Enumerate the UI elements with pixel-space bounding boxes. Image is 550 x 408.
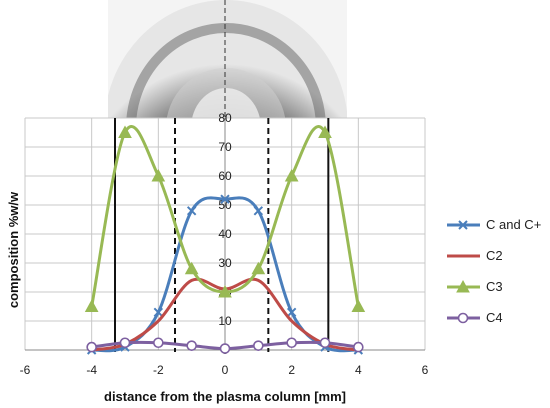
legend-marker xyxy=(457,312,469,324)
data-point xyxy=(86,341,97,353)
x-tick-label: -6 xyxy=(20,363,31,377)
legend-label: C and C+ xyxy=(486,217,541,232)
data-point xyxy=(186,340,197,351)
data-point xyxy=(219,343,231,354)
data-point xyxy=(251,261,266,275)
data-point xyxy=(119,337,131,349)
chart-series xyxy=(84,124,366,355)
data-point xyxy=(153,337,164,349)
x-tick-label: 2 xyxy=(288,363,295,377)
series-c4 xyxy=(86,337,364,354)
legend-label: C3 xyxy=(486,279,503,294)
y-tick-label: 30 xyxy=(218,256,232,270)
data-point xyxy=(353,341,364,353)
y-tick-label: 70 xyxy=(218,140,232,154)
y-tick-label: 60 xyxy=(218,169,232,183)
x-tick-label: 4 xyxy=(355,363,362,377)
series-c3 xyxy=(84,124,366,312)
x-axis-title: distance from the plasma column [mm] xyxy=(104,389,346,404)
x-tick-label: -4 xyxy=(86,363,97,377)
chart-legend: C and C+ C2 C3 C4 xyxy=(447,217,541,325)
y-tick-label: 40 xyxy=(218,227,232,241)
data-point xyxy=(286,307,297,318)
data-point xyxy=(351,299,366,312)
y-axis-title: composition %w/w xyxy=(6,191,21,308)
data-point xyxy=(318,125,332,138)
data-point xyxy=(286,337,297,349)
legend-label: C2 xyxy=(486,248,503,263)
data-point xyxy=(319,337,331,349)
x-tick-label: 0 xyxy=(222,363,229,377)
data-point xyxy=(253,340,264,351)
data-point xyxy=(151,168,166,182)
plasma-photo xyxy=(108,0,347,118)
data-point xyxy=(218,284,232,298)
data-point xyxy=(220,194,230,204)
data-point xyxy=(186,206,197,216)
reference-lines xyxy=(114,0,330,352)
y-tick-label: 10 xyxy=(218,314,232,328)
y-tick-label: 80 xyxy=(218,111,232,125)
legend-label: C4 xyxy=(486,310,503,325)
x-tick-label: 6 xyxy=(422,363,429,377)
x-tick-label: -2 xyxy=(153,363,164,377)
legend-marker xyxy=(458,220,468,230)
legend-marker xyxy=(456,279,470,293)
data-point xyxy=(153,307,164,318)
data-point xyxy=(253,206,264,216)
data-point xyxy=(84,299,99,312)
data-point xyxy=(184,261,199,275)
data-point xyxy=(284,168,299,182)
data-point xyxy=(118,125,132,138)
